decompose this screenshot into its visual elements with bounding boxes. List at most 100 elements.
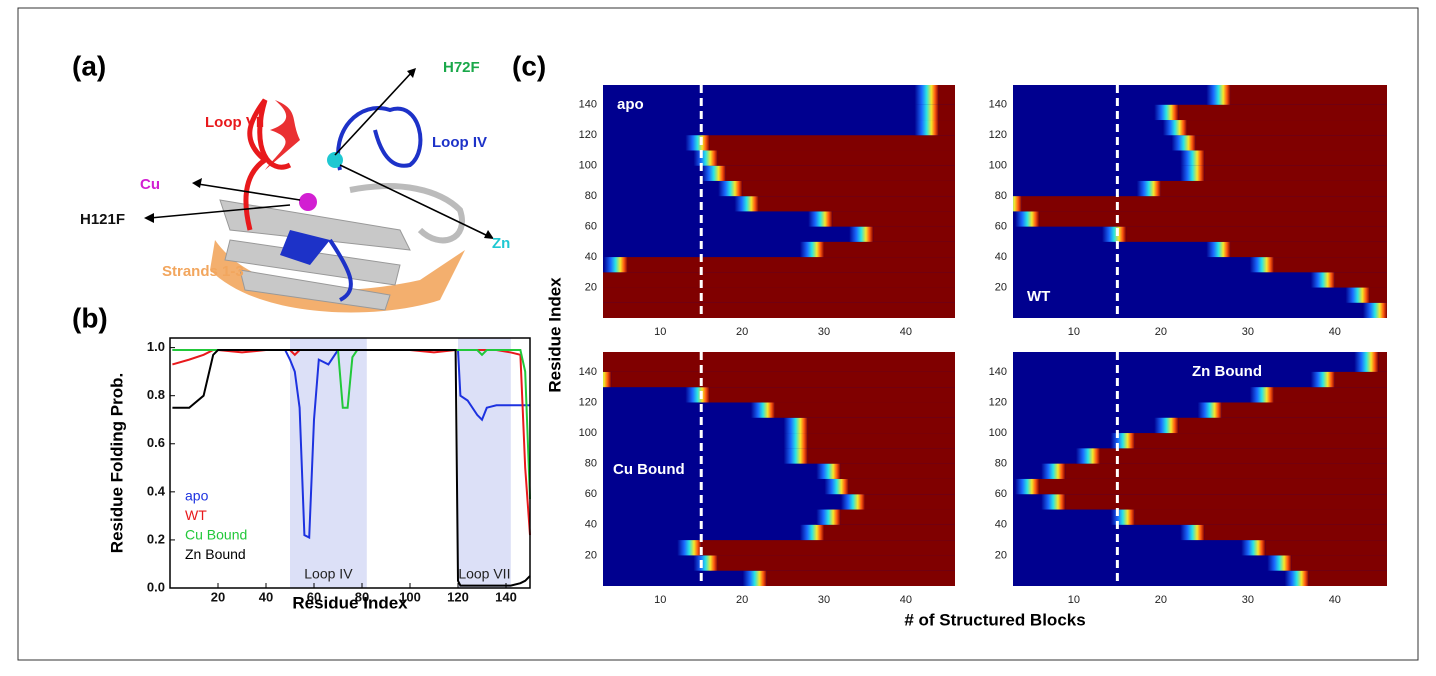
folded-cell [807,433,955,449]
transition [1013,196,1022,212]
y-tick-label: 120 [579,129,597,141]
y-tick-label: 100 [579,427,597,439]
folded-cell [1334,371,1387,388]
folded-cell [1039,478,1387,495]
y-tick-label: 0.4 [147,483,166,498]
folded-cell [611,371,955,388]
transition [914,85,939,105]
folded-cell [1134,433,1387,449]
transition [849,226,874,242]
annotation: Loop VII [205,114,264,131]
transition [1180,150,1205,166]
y-tick-label: 80 [585,458,597,470]
transition [1015,211,1040,227]
transition [1310,371,1335,388]
folded-cell [766,570,955,586]
y-tick-label: 0.0 [147,579,165,594]
folded-cell [1369,287,1387,303]
folded-cell [1334,272,1387,288]
folded-cell [1230,85,1387,105]
y-tick-label: 60 [585,221,597,233]
folded-cell [938,104,955,121]
x-tick-label: 20 [736,326,748,338]
heatmap [603,352,955,586]
x-tick-label: 40 [1329,594,1341,606]
transition [1197,402,1222,418]
folded-cell [807,417,955,434]
folded-cell [758,196,955,212]
x-tick-label: 10 [654,594,666,606]
transition [783,448,808,464]
transition [563,288,587,303]
transition [1249,387,1274,403]
folded-cell [1178,417,1387,434]
annotation: H121F [80,211,125,228]
transition [693,555,718,571]
panel-label: (c) [512,50,546,81]
x-tick-label: 120 [447,589,469,604]
y-tick-label: 140 [989,366,1007,378]
transition [800,524,825,541]
folded-cell [709,387,955,403]
transition [1102,226,1127,242]
folded-cell [1273,387,1387,403]
folded-cell [832,211,955,227]
transition [603,371,612,388]
y-tick-label: 80 [585,190,597,202]
y-tick-label: 80 [995,190,1007,202]
transition [1154,417,1179,434]
span [458,338,511,588]
y-tick-label: 20 [585,549,597,561]
transition [1241,540,1266,556]
transition [808,211,833,227]
folded-cell [603,352,955,372]
panel-title: Cu Bound [613,461,685,478]
folded-cell [1291,555,1387,571]
x-tick-label: 20 [1155,326,1167,338]
transition [816,463,841,479]
heatmap [1013,352,1387,586]
annotation: Cu [140,176,160,193]
folded-cell [709,135,955,151]
y-tick-label: 120 [989,396,1007,408]
y-tick-label: 40 [995,251,1007,263]
folded-cell [1126,226,1387,242]
y-tick-label: 20 [995,281,1007,293]
folded-cell [938,85,955,105]
folded-cell [1021,196,1387,212]
folded-cell [864,494,955,510]
transition [1363,302,1387,318]
panel-label: (b) [72,302,108,333]
transition [1249,257,1274,273]
x-tick-label: 30 [1242,326,1254,338]
heatmap [1013,85,1387,318]
transition [1075,448,1100,464]
folded-cell [807,448,955,464]
transition [783,417,808,434]
transition [1041,463,1066,479]
y-tick-label: 100 [989,160,1007,172]
y-tick-label: 40 [585,519,597,531]
folded-cell [1065,494,1387,510]
folded-cell [1204,165,1387,181]
folded-cell [603,272,955,288]
transition [816,509,841,525]
transition [1345,287,1370,303]
x-tick-label: 40 [900,326,912,338]
transition [840,494,865,510]
folded-cell [717,150,955,166]
panel-title: apo [617,96,644,113]
y-tick-label: 140 [579,99,597,111]
x-axis-title: Residue Index [292,593,408,612]
transition [603,257,628,273]
y-tick-label: 60 [585,488,597,500]
panel-title: Zn Bound [1192,363,1262,380]
transition [701,165,726,181]
y-tick-label: 20 [585,281,597,293]
transition [1180,165,1205,181]
y-tick-label: 1.0 [147,339,165,354]
folded-cell [1221,402,1387,418]
legend-entry: Zn Bound [185,546,246,562]
folded-cell [774,402,955,418]
